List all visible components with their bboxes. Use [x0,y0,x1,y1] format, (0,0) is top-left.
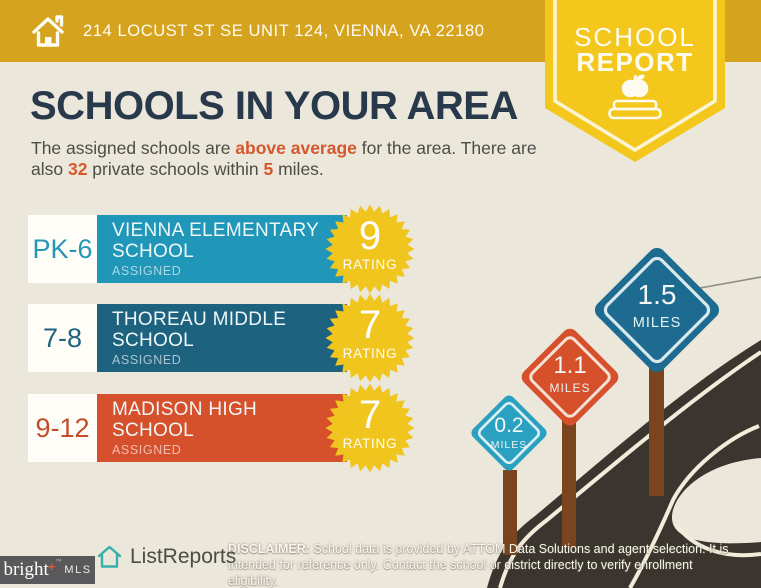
grade-range: PK-6 [28,215,97,283]
sign-unit: MILES [633,315,682,331]
grade-range: 9-12 [28,394,97,462]
school-status: ASSIGNED [112,264,182,278]
school-report-badge: SCHOOL REPORT [545,0,725,165]
bright-plus-mark: + [47,558,56,574]
listreports-logo: ListReports [96,543,236,570]
school-status: ASSIGNED [112,443,182,457]
grade-range: 7-8 [28,304,97,372]
mls-wordmark: MLS [64,564,92,576]
sign-distance: 1.1 [553,352,586,379]
rating-label: RATING [342,346,398,361]
subtitle-text: The assigned schools are above average f… [31,138,551,180]
sign-post [649,368,664,496]
school-row-elementary: PK-6 VIENNA ELEMENTARY SCHOOL ASSIGNED 9… [28,204,423,294]
school-name: MADISON HIGH SCHOOL [112,399,258,441]
school-name: VIENNA ELEMENTARY SCHOOL [112,220,319,262]
horizon-line [699,276,761,289]
rating-badge: 9 RATING [325,204,415,294]
sign-posts [503,368,664,555]
rating-badge: 7 RATING [325,383,415,473]
home-icon [32,15,64,47]
starburst-icon [325,293,415,383]
school-name: THOREAU MIDDLE SCHOOL [112,309,287,351]
subtitle-part3: also [31,159,68,179]
school-bar: THOREAU MIDDLE SCHOOL ASSIGNED [97,304,347,372]
listreports-house-icon [97,545,122,568]
school-status: ASSIGNED [112,353,182,367]
distance-sign-1-1-miles [521,328,619,426]
disclaimer-label: DISCLAIMER: [228,542,310,556]
rating-value: 7 [358,303,382,347]
sign-unit: MILES [491,439,528,451]
subtitle-part5: miles. [273,159,324,179]
sign-post [562,420,576,548]
sign-post [503,470,517,555]
rating-value: 9 [358,214,382,258]
listreports-wordmark: ListReports [130,544,237,568]
distance-sign-0-2-miles [471,395,547,471]
starburst-icon [325,383,415,473]
starburst-icon [325,204,415,294]
home-door [45,37,52,45]
apple-on-book-icon [608,74,662,120]
rating-value: 7 [358,393,382,437]
road-curve-inset [671,458,761,544]
trademark-symbol: ™ [55,559,62,565]
school-bar: VIENNA ELEMENTARY SCHOOL ASSIGNED [97,215,347,283]
subtitle-part1: The assigned schools are [31,138,236,158]
sign-distance: 1.5 [638,279,677,310]
sign-unit: MILES [549,381,590,395]
subtitle-highlight-above-average: above average [235,138,357,158]
badge-line1: SCHOOL [574,22,696,52]
bright-wordmark: bright [3,559,49,580]
school-row-middle: 7-8 THOREAU MIDDLE SCHOOL ASSIGNED 7 RAT… [28,293,423,383]
rating-label: RATING [342,436,398,451]
distance-sign-1-5-miles [594,247,720,373]
bright-mls-logo: bright + ™ MLS [0,556,95,584]
disclaimer-text: DISCLAIMER: School data is provided by A… [228,541,740,588]
school-bar: MADISON HIGH SCHOOL ASSIGNED [97,394,347,462]
sign-distance: 0.2 [494,414,523,437]
disclaimer-body: School data is provided by ATTOM Data So… [228,542,729,588]
subtitle-highlight-count: 32 [67,159,88,179]
rating-badge: 7 RATING [325,293,415,383]
page-title: SCHOOLS IN YOUR AREA [30,84,518,128]
badge-line2: REPORT [576,47,694,77]
subtitle-part4: private schools within [87,159,264,179]
subtitle-highlight-radius: 5 [263,159,274,179]
rating-label: RATING [342,257,398,272]
subtitle-part2: for the area. There are [356,138,537,158]
school-row-high: 9-12 MADISON HIGH SCHOOL ASSIGNED 7 RATI… [28,383,423,473]
property-address: 214 LOCUST ST SE UNIT 124, VIENNA, VA 22… [83,21,485,40]
